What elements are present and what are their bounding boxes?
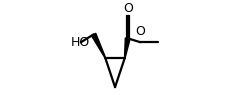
Polygon shape	[91, 33, 106, 58]
Text: HO: HO	[71, 36, 90, 49]
Text: O: O	[135, 25, 145, 38]
Text: O: O	[123, 2, 133, 15]
Polygon shape	[124, 38, 130, 58]
